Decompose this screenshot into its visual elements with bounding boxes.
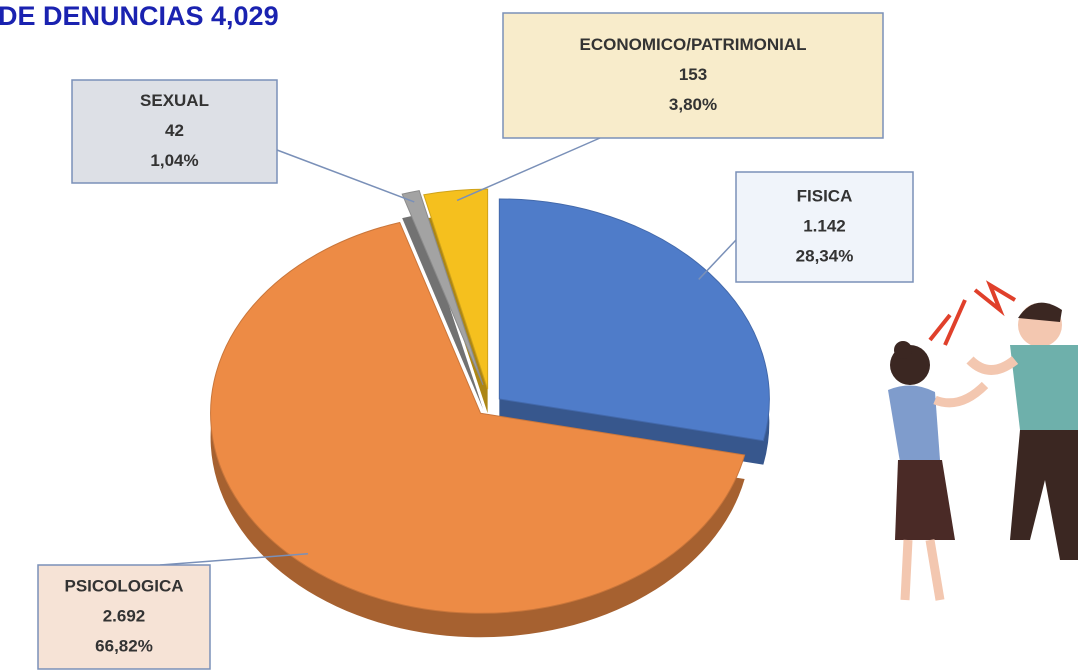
category-label: ECONOMICO/PATRIMONIAL (580, 35, 807, 54)
category-label: SEXUAL (140, 91, 209, 110)
slice-side (402, 214, 484, 409)
slice (498, 198, 770, 442)
chart-title: DE DENUNCIAS 4,029 (0, 1, 279, 31)
leader-line (456, 137, 601, 202)
category-label: FISICA (797, 186, 853, 205)
leader-line (698, 239, 737, 280)
callout-box (71, 79, 278, 184)
value-label: 42 (165, 121, 184, 140)
value-label: 2.692 (103, 606, 146, 625)
callout-box (502, 12, 884, 139)
leader-line (276, 149, 415, 203)
value-label: 1.142 (803, 216, 846, 235)
percent-label: 28,34% (796, 246, 854, 265)
callout-box (735, 171, 914, 283)
percent-label: 3,80% (669, 95, 717, 114)
percent-label: 66,82% (95, 636, 153, 655)
percent-label: 1,04% (150, 151, 198, 170)
slice (401, 190, 484, 386)
value-label: 153 (679, 65, 707, 84)
slice (210, 221, 746, 614)
category-label: PSICOLOGICA (64, 576, 183, 595)
pie (210, 188, 770, 638)
callout-box (37, 564, 211, 670)
illustration (888, 280, 1078, 601)
leader-line (159, 553, 308, 566)
slice (423, 188, 489, 390)
